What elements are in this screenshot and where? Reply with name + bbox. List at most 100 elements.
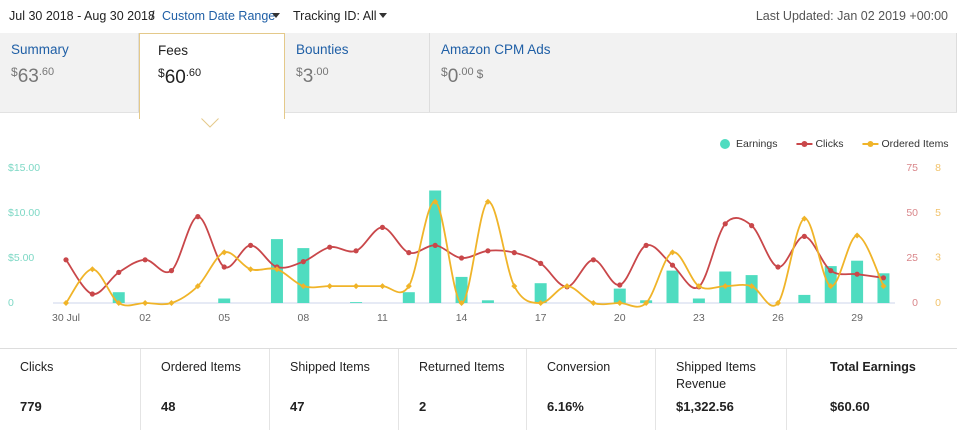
stat-value: 779 — [20, 399, 42, 414]
tab[interactable]: Bounties $3.00 — [285, 33, 430, 112]
stat-value: $60.60 — [830, 399, 870, 414]
x-tick-label: 14 — [456, 312, 468, 324]
chart: 0 $5.00 $10.00 $15.00 0 25 50 75 0 3 5 8 30 Jul 02 05 0… — [8, 138, 949, 324]
stat: Returned Items 2 — [399, 349, 527, 430]
bar — [666, 270, 679, 303]
stat-label: Clicks — [20, 360, 54, 374]
x-tick-label: 26 — [772, 312, 784, 324]
stat-value: 6.16% — [547, 399, 584, 414]
legend-label: Ordered Items — [881, 138, 948, 150]
currency: $ — [11, 65, 18, 79]
stat-label: Total Earnings — [830, 360, 916, 374]
x-tick-label: 29 — [851, 312, 863, 324]
stat-label: Ordered Items — [161, 360, 241, 374]
legend-item[interactable]: Earnings — [720, 138, 777, 150]
legend-label: Clicks — [815, 138, 843, 150]
tab-amount: $60.60 — [158, 66, 284, 89]
bar — [218, 298, 231, 303]
stat: Ordered Items 48 — [141, 349, 270, 430]
tab-label: Fees — [158, 43, 189, 58]
y-tick-label: $10.00 — [8, 207, 40, 219]
amount-cents: .60 — [185, 67, 202, 79]
legend-symbol — [801, 141, 808, 147]
tab-amount: $3.00 — [296, 65, 429, 88]
currency: $ — [158, 66, 165, 80]
dropdown-arrow[interactable] — [379, 13, 387, 19]
stat: Total Earnings $60.60 — [787, 349, 957, 430]
stat: Shipped Items 47 — [270, 349, 399, 430]
bar — [798, 294, 811, 303]
y2-tick-label: 75 — [906, 162, 918, 174]
bar — [455, 276, 468, 303]
amount-whole: 0 — [447, 66, 459, 87]
amount-whole: 60 — [164, 67, 186, 88]
tab-amount: $0.00 $ — [441, 65, 956, 88]
bar — [613, 288, 626, 303]
dropdown-arrow[interactable] — [272, 13, 280, 19]
separator: / — [151, 9, 155, 23]
x-tick-label: 11 — [377, 312, 388, 324]
stat-value: 47 — [290, 399, 305, 414]
date-range[interactable]: Jul 30 2018 - Aug 30 2018 — [9, 9, 155, 23]
x-tick-label: 17 — [535, 312, 547, 324]
legend-item[interactable]: Clicks — [796, 138, 843, 150]
y2-tick-label: 50 — [906, 207, 918, 219]
line — [63, 198, 887, 308]
y-tick-label: 0 — [8, 297, 14, 309]
bar — [534, 283, 547, 303]
y3-tick-label: 0 — [935, 297, 941, 309]
header: Jul 30 2018 - Aug 30 2018 / Custom Date … — [0, 0, 957, 33]
stat-value: 2 — [419, 399, 427, 414]
custom-range[interactable]: Custom Date Range — [162, 9, 276, 23]
x-tick-label: 08 — [297, 312, 309, 324]
currency: $ — [296, 65, 303, 79]
tab-label: Bounties — [296, 42, 349, 57]
amount-cents: .60 — [38, 66, 55, 78]
y3-tick-label: 3 — [935, 252, 941, 264]
stat: Clicks 779 — [0, 349, 141, 430]
bar — [692, 298, 705, 303]
y-tick-label: $15.00 — [8, 162, 40, 174]
legend-label: Earnings — [736, 138, 777, 150]
tab[interactable]: Amazon CPM Ads $0.00 $ — [430, 33, 957, 112]
amount-cents: .00 — [458, 66, 474, 78]
tab-label: Summary — [11, 42, 69, 57]
bar — [402, 292, 415, 303]
tab-amount: $63.60 — [11, 65, 138, 88]
last-updated: Last Updated: Jan 02 2019 +00:00 — [755, 9, 948, 23]
amount-whole: 3 — [302, 66, 314, 87]
y2-tick-label: 0 — [912, 297, 918, 309]
stat: Shipped Items Revenue $1,322.56 — [656, 349, 787, 430]
tab-label: Amazon CPM Ads — [441, 42, 551, 57]
stat-value: 48 — [161, 399, 176, 414]
amount-cents: .00 — [313, 66, 329, 78]
y-tick-label: $5.00 — [8, 252, 34, 264]
tab[interactable]: Fees $60.60 — [139, 33, 285, 119]
stat-label: Returned Items — [419, 360, 505, 374]
currency-suffix: $ — [476, 67, 484, 81]
bar — [350, 302, 363, 303]
y3-tick-label: 8 — [935, 162, 941, 174]
stat-label: Conversion — [547, 360, 611, 374]
tabs: Summary $63.60 Fees $60.60 Bounties $3.00 Amaz… — [0, 33, 957, 119]
amount-whole: 63 — [17, 66, 39, 87]
bar — [481, 300, 494, 303]
tab[interactable]: Summary $63.60 — [0, 33, 139, 112]
x-tick-label: 23 — [693, 312, 705, 324]
stat: Conversion 6.16% — [527, 349, 656, 430]
bar — [851, 260, 864, 303]
x-tick-label: 20 — [614, 312, 626, 324]
stats-row: Clicks 779 Ordered Items 48 Shipped Items 47 R… — [0, 348, 957, 430]
tracking-id[interactable]: Tracking ID: All — [293, 9, 377, 23]
legend-symbol — [867, 141, 874, 147]
currency: $ — [441, 65, 448, 79]
stat-value: $1,322.56 — [676, 399, 734, 414]
legend-item[interactable]: Ordered Items — [862, 138, 949, 150]
stat-label: Shipped Items — [290, 360, 370, 374]
tab-pointer — [201, 117, 219, 128]
stat-label: Shipped Items Revenue — [676, 360, 756, 391]
x-tick-label: 02 — [139, 312, 151, 324]
y2-tick-label: 25 — [906, 252, 918, 264]
x-tick-label: 05 — [218, 312, 230, 324]
